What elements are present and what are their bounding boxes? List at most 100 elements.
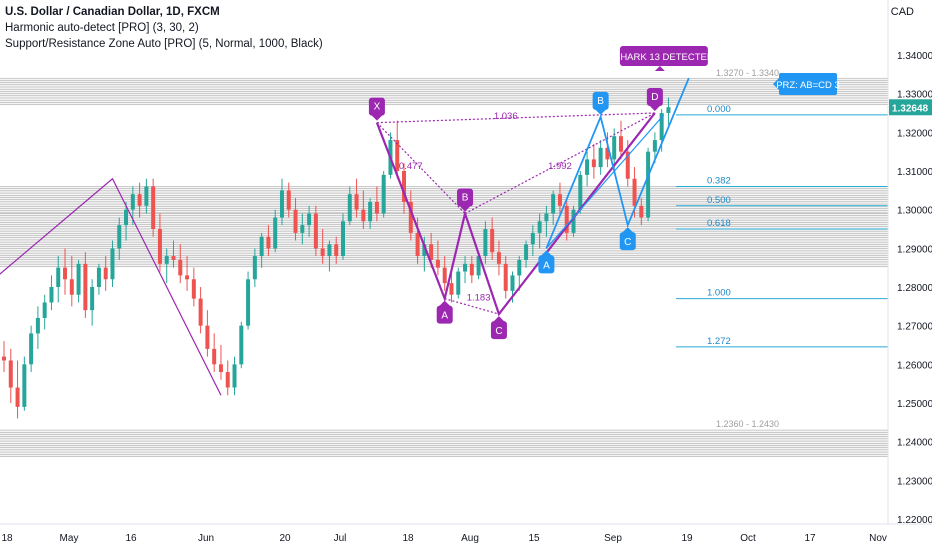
candle-body xyxy=(449,283,454,295)
candle xyxy=(341,213,345,260)
candle xyxy=(259,232,264,268)
candle-body xyxy=(2,356,6,361)
price-tick-label: 1.31000 xyxy=(897,167,932,178)
time-tick-label: Oct xyxy=(740,533,756,544)
candle xyxy=(435,240,440,276)
candle-body xyxy=(15,387,20,407)
candle xyxy=(469,256,474,284)
candle-body xyxy=(402,171,407,202)
candle xyxy=(171,240,176,268)
candle xyxy=(185,256,190,291)
candle-body xyxy=(307,213,312,226)
candle-body xyxy=(8,360,13,388)
candle xyxy=(232,356,237,396)
prz-label-box xyxy=(779,73,837,95)
candle xyxy=(124,201,129,241)
candle-body xyxy=(266,236,271,249)
time-tick-label: 19 xyxy=(681,533,693,544)
candle-body xyxy=(646,151,651,218)
sr-zone-label: 1.2360 - 1.2430 xyxy=(716,419,779,429)
candle-body xyxy=(618,136,623,152)
candle-body xyxy=(144,186,149,206)
candle-body xyxy=(652,140,657,152)
candle-body xyxy=(69,279,74,295)
candle xyxy=(544,205,549,237)
candle-body xyxy=(544,213,549,222)
candle-body xyxy=(96,267,101,287)
price-tick-label: 1.27000 xyxy=(897,322,932,333)
candle xyxy=(103,256,108,291)
candle-body xyxy=(218,364,223,373)
marker-box xyxy=(538,255,555,274)
candle-body xyxy=(205,325,210,349)
candle-body xyxy=(239,325,244,365)
candle xyxy=(279,178,284,226)
candle xyxy=(639,198,644,226)
candle xyxy=(517,256,522,291)
price-tick-label: 1.29000 xyxy=(897,244,932,255)
sr-zone xyxy=(0,77,888,106)
pattern-point-x: X xyxy=(368,97,385,121)
marker-box xyxy=(457,188,474,207)
price-tick-label: 1.25000 xyxy=(897,399,932,410)
chart-legend: U.S. Dollar / Canadian Dollar, 1D, FXCM … xyxy=(5,4,323,52)
marker-label: A xyxy=(543,260,550,271)
price-tick-label: 1.28000 xyxy=(897,283,932,294)
candle xyxy=(239,321,244,369)
symbol-title[interactable]: U.S. Dollar / Canadian Dollar, 1D, FXCM xyxy=(5,6,220,18)
pattern-point-b: B xyxy=(457,188,474,212)
candle-body xyxy=(90,287,95,311)
time-tick-label: Sep xyxy=(604,533,622,544)
signal-badge-box xyxy=(619,46,708,66)
candle-body xyxy=(232,364,237,388)
candle xyxy=(69,256,74,307)
candle-body xyxy=(612,136,617,160)
candle xyxy=(76,259,81,303)
candle xyxy=(524,240,529,268)
candle-body xyxy=(517,259,522,276)
candle xyxy=(96,263,101,295)
marker-label: B xyxy=(597,96,604,107)
marker-box xyxy=(368,97,385,116)
candle xyxy=(449,271,454,303)
candle-body xyxy=(252,256,257,280)
last-price-tag-box xyxy=(889,99,932,116)
candle-body xyxy=(49,287,54,303)
marker-label: D xyxy=(651,92,658,103)
candle xyxy=(334,236,339,264)
indicator-harmonic[interactable]: Harmonic auto-detect [PRO] (3, 30, 2) xyxy=(5,22,199,34)
time-tick-label: Jun xyxy=(198,533,214,544)
candle-body xyxy=(632,178,637,206)
fib-level-label: 0.500 xyxy=(707,195,731,206)
time-tick-label: 18 xyxy=(1,533,13,544)
marker-pointer xyxy=(594,108,607,115)
candle-body xyxy=(225,372,230,388)
pattern-outline xyxy=(0,177,222,396)
candle xyxy=(361,190,366,229)
candle-body xyxy=(171,256,176,260)
marker-label: C xyxy=(495,326,502,337)
candle xyxy=(571,205,576,237)
candle-body xyxy=(598,147,603,168)
candle-body xyxy=(585,159,590,175)
prz-label-text: PRZ: AB=CD 3 xyxy=(776,80,840,91)
marker-box xyxy=(646,88,663,106)
candle-body xyxy=(639,205,644,218)
candle-body xyxy=(63,267,68,280)
indicator-sr-zone[interactable]: Support/Resistance Zone Auto [PRO] (5, N… xyxy=(5,38,323,50)
candle-body xyxy=(395,140,400,171)
plot-area: 1.3270 - 1.3340 1.2360 - 1.2430 0.000 0.382… xyxy=(0,68,888,458)
candle xyxy=(354,178,359,218)
price-tick-label: 1.30000 xyxy=(897,206,932,217)
candle-body xyxy=(347,194,352,222)
candle xyxy=(252,248,257,287)
candle-body xyxy=(42,302,47,318)
candle xyxy=(585,151,590,187)
ac-dotted xyxy=(444,298,500,315)
candle xyxy=(246,271,251,330)
marker-box xyxy=(436,305,453,324)
marker-pointer xyxy=(648,105,661,111)
candle xyxy=(402,163,407,214)
candle-body xyxy=(130,194,135,210)
